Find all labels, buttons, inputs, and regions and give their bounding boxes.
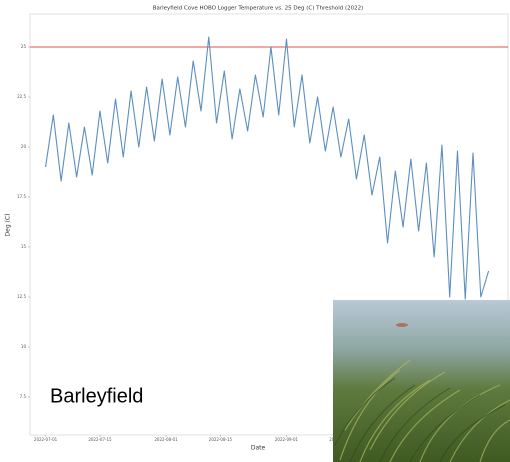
x-tick-label: 2022-08-15 xyxy=(209,437,233,442)
chart-title: Barleyfield Cove HOBO Logger Temperature… xyxy=(153,6,364,12)
y-tick-label: 25 xyxy=(21,44,27,49)
x-tick-label: 2022-09-01 xyxy=(275,437,299,442)
y-tick-label: 12.5 xyxy=(17,294,26,299)
x-tick-label: 2022-07-15 xyxy=(88,437,112,442)
temperature-line xyxy=(46,37,489,299)
y-tick-label: 10 xyxy=(21,344,27,349)
y-tick-label: 20 xyxy=(21,144,27,149)
seagrass-photo xyxy=(333,300,510,462)
x-axis-label: Date xyxy=(251,445,266,452)
y-tick-label: 7.5 xyxy=(20,394,27,399)
slide: Barleyfield Cove HOBO Logger Temperature… xyxy=(0,0,510,462)
y-tick-label: 22.5 xyxy=(17,94,26,99)
x-tick-label: 2022-07-01 xyxy=(34,437,58,442)
photo xyxy=(333,300,510,462)
x-tick-label: 2022-08-01 xyxy=(154,437,178,442)
y-axis-label: Deg (C) xyxy=(5,214,12,237)
site-label: Barleyfield xyxy=(50,385,143,407)
y-tick-label: 17.5 xyxy=(17,194,26,199)
y-tick-label: 15 xyxy=(21,244,27,249)
